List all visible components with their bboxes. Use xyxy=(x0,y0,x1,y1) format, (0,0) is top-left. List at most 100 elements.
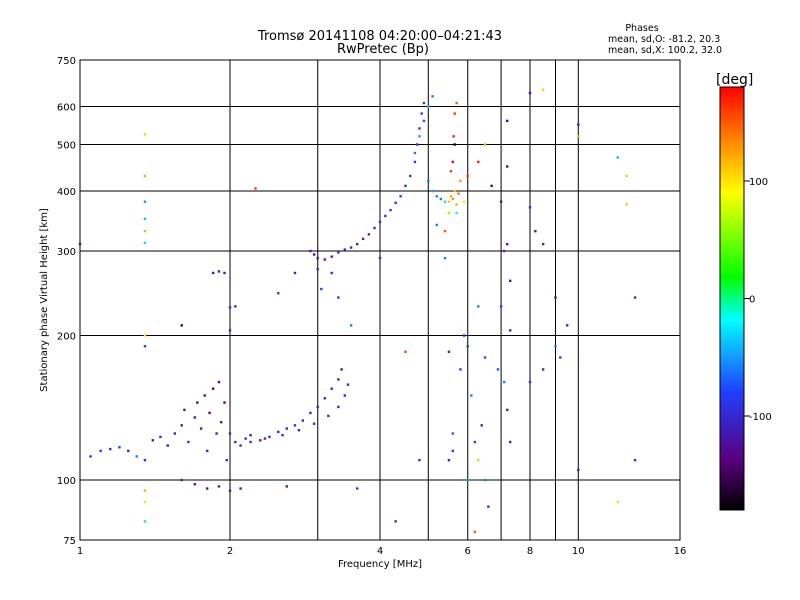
data-point xyxy=(577,468,580,472)
data-point xyxy=(422,101,426,105)
data-point xyxy=(455,203,458,206)
y-tick-label: 600 xyxy=(57,103,76,114)
data-point xyxy=(453,112,456,115)
data-point xyxy=(431,189,434,193)
data-point xyxy=(483,143,487,146)
colorbar-tick-label: -100 xyxy=(749,412,772,423)
y-tick-label: 100 xyxy=(57,476,76,487)
data-point xyxy=(118,446,121,449)
data-point xyxy=(361,237,365,241)
data-point xyxy=(355,487,359,490)
data-point xyxy=(159,435,162,439)
data-point xyxy=(455,211,458,215)
data-point xyxy=(203,394,206,397)
data-point xyxy=(109,447,112,451)
data-point xyxy=(349,246,353,249)
data-point xyxy=(259,439,262,442)
data-point xyxy=(480,424,483,427)
data-point xyxy=(211,387,215,390)
data-point xyxy=(228,489,232,492)
data-point xyxy=(389,208,392,212)
data-point xyxy=(453,143,456,146)
data-point xyxy=(422,119,426,123)
data-point xyxy=(211,271,215,275)
data-point xyxy=(143,217,147,221)
data-point xyxy=(234,305,237,308)
data-point xyxy=(143,241,147,245)
data-point xyxy=(228,329,232,332)
data-point xyxy=(404,184,407,188)
y-axis-label: Stationary phase Virtual Height [km] xyxy=(39,208,50,392)
data-point xyxy=(219,420,223,424)
chart-title: Tromsø 20141108 04:20:00–04:21:43 xyxy=(257,29,502,44)
data-point xyxy=(459,179,462,183)
data-point xyxy=(625,174,628,178)
data-point xyxy=(285,485,288,488)
y-tick-label: 500 xyxy=(57,141,76,152)
x-tick-label: 6 xyxy=(465,546,471,557)
data-point xyxy=(135,455,138,458)
data-point xyxy=(143,345,147,348)
colorbar-label: [deg] xyxy=(716,72,753,88)
x-axis-label: Frequency [MHz] xyxy=(338,559,422,570)
data-point xyxy=(462,200,466,203)
data-point xyxy=(316,256,319,260)
data-point xyxy=(281,433,284,437)
data-point xyxy=(378,256,382,260)
data-point xyxy=(452,135,455,138)
data-point xyxy=(183,408,186,412)
data-point xyxy=(205,487,209,490)
data-point xyxy=(502,380,506,384)
data-point xyxy=(447,211,451,215)
data-point xyxy=(541,88,545,92)
data-point xyxy=(451,160,455,164)
data-point xyxy=(418,458,421,462)
data-point xyxy=(223,401,226,404)
data-point xyxy=(420,112,423,115)
data-point xyxy=(473,530,477,534)
data-point xyxy=(554,296,557,299)
data-point xyxy=(466,478,469,482)
data-point xyxy=(459,368,462,371)
colorbar: [deg] 100 0 -100 xyxy=(716,72,772,511)
data-point xyxy=(477,160,480,164)
data-point xyxy=(263,437,267,440)
data-point xyxy=(234,440,237,444)
phase-heading: Phases xyxy=(625,23,658,34)
data-point xyxy=(143,489,147,492)
data-point xyxy=(99,449,102,453)
data-point xyxy=(473,440,477,444)
data-point xyxy=(225,458,228,462)
data-point xyxy=(505,165,509,168)
data-point xyxy=(143,520,147,523)
data-point xyxy=(208,411,211,415)
phase-mean-x: mean, sd,X: 100.2, 32.0 xyxy=(608,45,722,56)
data-point xyxy=(477,305,480,308)
data-point xyxy=(249,440,252,444)
data-point xyxy=(378,220,382,224)
data-point xyxy=(337,296,340,299)
data-point xyxy=(196,401,199,404)
data-points xyxy=(78,88,637,534)
data-point xyxy=(151,439,155,442)
data-point xyxy=(477,458,480,462)
data-point xyxy=(180,424,183,427)
data-point xyxy=(483,478,487,482)
chart-subtitle: RwPretec (Bp) xyxy=(337,42,429,57)
data-point xyxy=(399,195,402,198)
data-point xyxy=(143,133,147,136)
data-point xyxy=(505,119,509,123)
data-point xyxy=(277,430,280,434)
data-point xyxy=(528,91,532,95)
data-point xyxy=(143,334,147,337)
data-point xyxy=(337,378,340,381)
data-point xyxy=(409,174,412,178)
data-point xyxy=(490,184,493,188)
x-tick-label: 16 xyxy=(674,546,687,557)
data-point xyxy=(309,249,312,253)
data-point xyxy=(616,500,619,504)
data-point xyxy=(505,408,509,412)
data-point xyxy=(373,226,376,230)
data-point xyxy=(330,255,333,258)
